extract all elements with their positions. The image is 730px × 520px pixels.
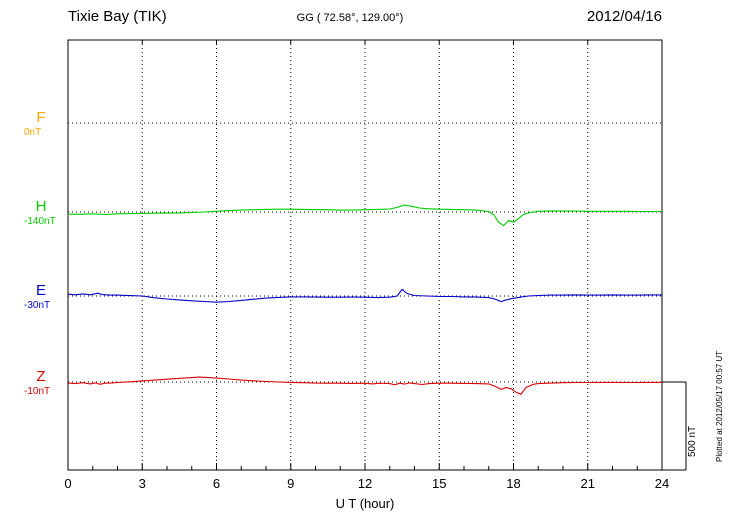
trace-Z [67,376,662,395]
x-tick-label: 24 [654,476,670,491]
channel-baseline-value-F: 0nT [24,127,42,138]
x-tick-label: 15 [432,476,447,491]
station-title: Tixie Bay (TIK) [68,8,167,25]
x-tick-label: 12 [357,476,373,491]
x-tick-label: 6 [212,476,221,491]
axis-ticks [67,40,663,470]
trace-H [67,204,662,227]
x-tick-label: 18 [506,476,521,491]
plotted-at-note: Plotted at 2012/05/17 00:57 UT [715,350,724,462]
grid-lines [68,40,662,470]
channel-label-H: H [35,198,47,215]
x-tick-label: 0 [64,476,72,491]
channel-label-F: F [36,109,46,126]
scale-bar [662,381,687,471]
channel-baseline-value-Z: -10nT [24,386,51,397]
x-tick-label: 9 [287,476,295,491]
scale-bar-label: 500 nT [687,425,698,457]
channel-baseline-value-E: -30nT [24,300,51,311]
data-traces [67,204,662,395]
x-tick-label: 3 [138,476,146,491]
channel-baseline-value-H: -140nT [24,216,56,227]
plot-date: 2012/04/16 [586,8,662,25]
trace-E [67,288,662,303]
channel-label-E: E [35,282,46,299]
station-coordinates: GG ( 72.58°, 129.00°) [296,12,404,24]
x-axis-label: U T (hour) [335,496,395,511]
x-tick-label: 21 [580,476,595,491]
channel-label-Z: Z [36,368,46,385]
